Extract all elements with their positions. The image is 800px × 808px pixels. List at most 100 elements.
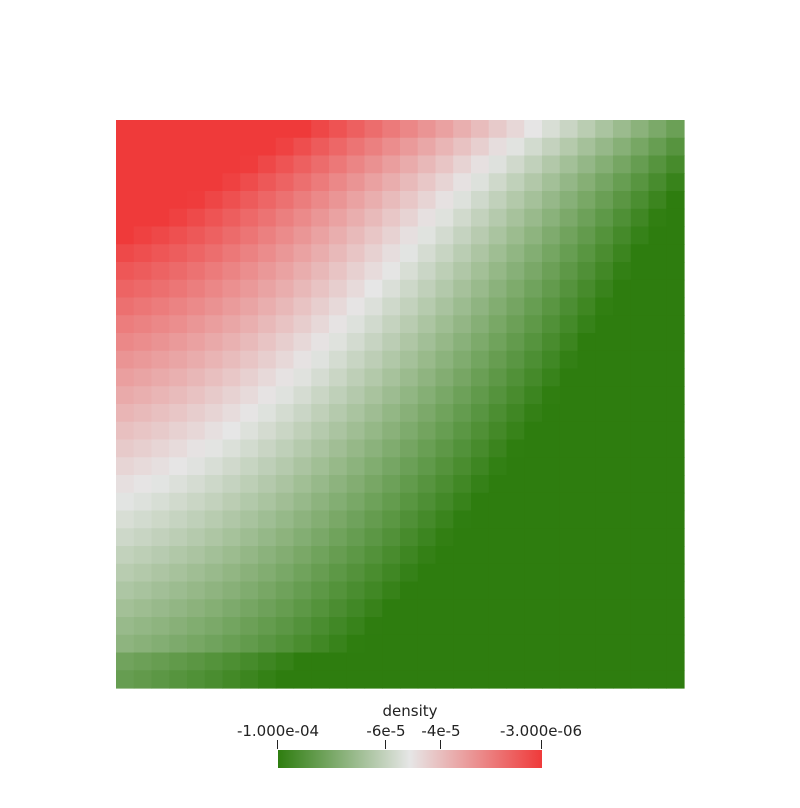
heatmap-cell [666, 333, 685, 352]
colorbar-tick-label: -6e-5 [366, 722, 406, 740]
heatmap-cell [506, 581, 525, 600]
heatmap-cell [204, 439, 224, 458]
heatmap-cell [204, 244, 224, 263]
heatmap-cell [311, 492, 330, 512]
heatmap-cell [187, 546, 206, 565]
heatmap-cells [116, 120, 685, 689]
heatmap-cell [346, 652, 366, 671]
heatmap-cell [240, 333, 259, 352]
heatmap-cell [346, 333, 366, 352]
heatmap-cell [666, 492, 685, 512]
heatmap-cell [506, 155, 525, 174]
heatmap-cell [542, 510, 561, 529]
heatmap-cell [169, 599, 188, 618]
heatmap-cell [151, 652, 170, 671]
heatmap-cell [524, 457, 543, 476]
heatmap-cell [542, 599, 561, 618]
heatmap-cell [595, 386, 614, 405]
heatmap-cell [116, 226, 135, 245]
heatmap-cell [648, 475, 667, 494]
heatmap-cell [133, 315, 153, 334]
heatmap-cell [133, 421, 153, 441]
heatmap-cell [151, 244, 170, 263]
heatmap-cell [435, 457, 454, 476]
heatmap-cell [506, 652, 525, 671]
heatmap-cell [240, 670, 259, 689]
heatmap-cell [613, 244, 632, 263]
heatmap-cell [577, 492, 596, 512]
heatmap-cell [559, 475, 579, 494]
heatmap-cell [666, 386, 685, 405]
heatmap-cell [577, 120, 596, 139]
heatmap-cell [542, 315, 561, 334]
heatmap-cell [666, 226, 685, 245]
heatmap-cell [169, 120, 188, 139]
heatmap-cell [595, 617, 614, 636]
heatmap-cell [648, 368, 667, 387]
heatmap-cell [151, 599, 170, 618]
heatmap-cell [240, 120, 259, 139]
heatmap-cell [187, 120, 206, 139]
heatmap-cell [577, 262, 596, 281]
heatmap-cell [187, 617, 206, 636]
heatmap-cell [435, 191, 454, 210]
heatmap-cell [542, 208, 561, 228]
colorbar-tick-mark [541, 740, 542, 749]
heatmap-cell [116, 368, 135, 387]
heatmap-cell [630, 297, 650, 316]
heatmap-cell [417, 173, 437, 192]
heatmap-cell [400, 404, 419, 423]
heatmap-cell [559, 279, 579, 299]
heatmap-cell [382, 546, 401, 565]
heatmap-cell [613, 404, 632, 423]
heatmap-cell [488, 226, 508, 245]
heatmap-cell [275, 563, 295, 583]
heatmap-cell [275, 155, 295, 174]
heatmap-cell [417, 510, 437, 529]
heatmap-cell [417, 457, 437, 476]
heatmap-cell [116, 546, 135, 565]
heatmap-cell [151, 386, 170, 405]
heatmap-cell [151, 581, 170, 600]
heatmap-cell [382, 581, 401, 600]
heatmap-cell [559, 191, 579, 210]
heatmap-cell [222, 634, 241, 654]
heatmap-cell [666, 617, 685, 636]
heatmap-cell [471, 404, 490, 423]
heatmap-cell [382, 634, 401, 654]
heatmap-cell [453, 368, 472, 387]
heatmap-cell [133, 528, 153, 547]
heatmap-cell [151, 670, 170, 689]
heatmap-cell [187, 421, 206, 441]
heatmap-cell [240, 173, 259, 192]
heatmap-cell [133, 244, 153, 263]
heatmap-cell [169, 563, 188, 583]
heatmap-cell [204, 350, 224, 370]
heatmap-cell [400, 617, 419, 636]
heatmap-cell [293, 333, 312, 352]
heatmap-cell [435, 350, 454, 370]
heatmap-cell [329, 634, 348, 654]
heatmap-cell [400, 137, 419, 157]
heatmap-cell [293, 279, 312, 299]
heatmap-cell [151, 546, 170, 565]
heatmap-cell [577, 421, 596, 441]
heatmap-cell [329, 563, 348, 583]
heatmap-cell [222, 421, 241, 441]
heatmap-cell [506, 226, 525, 245]
heatmap-cell [524, 510, 543, 529]
heatmap-cell [275, 208, 295, 228]
heatmap-cell [116, 581, 135, 600]
heatmap-cell [435, 617, 454, 636]
heatmap-cell [364, 492, 383, 512]
heatmap-cell [311, 262, 330, 281]
heatmap-cell [630, 670, 650, 689]
heatmap-cell [329, 120, 348, 139]
heatmap-cell [471, 457, 490, 476]
heatmap-cell [400, 297, 419, 316]
heatmap-cell [151, 563, 170, 583]
heatmap-cell [364, 652, 383, 671]
heatmap-cell [258, 528, 277, 547]
heatmap-cell [435, 297, 454, 316]
heatmap-cell [293, 191, 312, 210]
